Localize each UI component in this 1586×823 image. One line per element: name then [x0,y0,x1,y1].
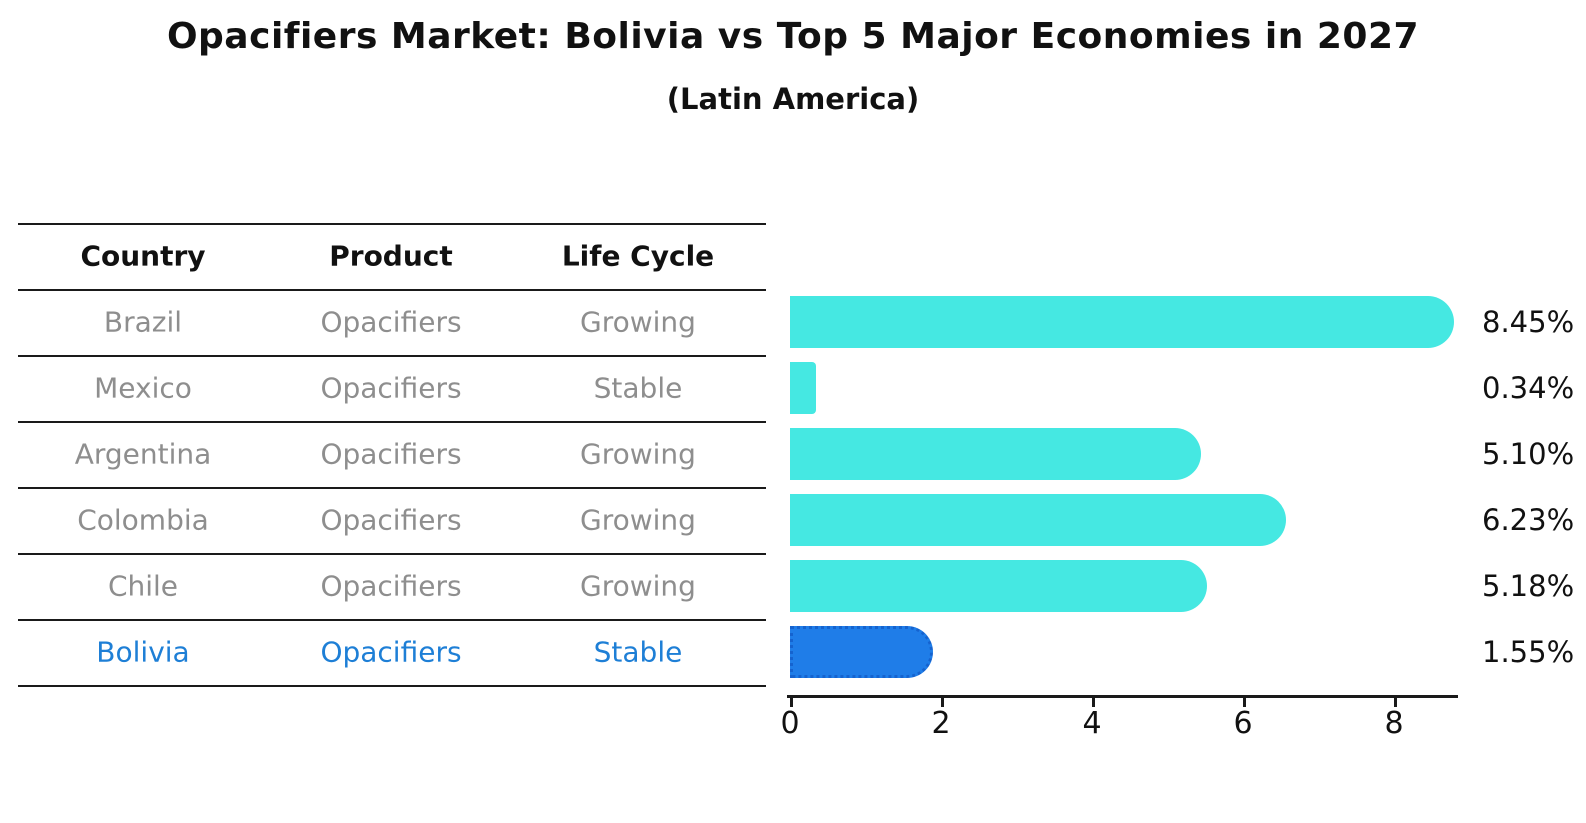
cell-country-colombia: Colombia [77,503,209,537]
cell-product-bolivia: Opacifiers [320,635,462,669]
x-tick-mark-4 [1092,697,1095,707]
table-row-rule [18,685,766,687]
x-tick-label-4: 4 [1082,706,1102,741]
bar-chile [790,560,1208,612]
x-tick-label-2: 2 [931,706,951,741]
cell-product-chile: Opacifiers [320,569,462,603]
cell-product-argentina: Opacifiers [320,437,462,471]
cell-country-bolivia: Bolivia [96,635,190,669]
table-row-rule [18,553,766,555]
chart-title: Opacifiers Market: Bolivia vs Top 5 Majo… [166,16,1420,57]
table-row-rule [18,619,766,621]
bar-brazil [790,296,1454,348]
x-axis-line [787,695,1458,698]
chart-subtitle: (Latin America) [666,82,920,116]
cell-life-cycle-bolivia: Stable [593,635,683,669]
table-header-product: Product [329,239,453,273]
table-header-rule [18,289,766,291]
cell-country-chile: Chile [107,569,179,603]
value-label-chile: 5.18% [1482,569,1575,603]
x-tick-mark-0 [790,697,793,707]
cell-life-cycle-brazil: Growing [580,305,696,339]
value-label-colombia: 6.23% [1482,503,1575,537]
x-tick-mark-2 [941,697,944,707]
bar-mexico [790,362,816,414]
table-row-rule [18,487,766,489]
value-label-mexico: 0.34% [1482,371,1575,405]
cell-country-brazil: Brazil [103,305,183,339]
bar-bolivia [790,626,934,678]
table-header-country: Country [80,239,206,273]
cell-life-cycle-colombia: Growing [580,503,696,537]
cell-life-cycle-argentina: Growing [580,437,696,471]
bar-argentina [790,428,1202,480]
table-top-rule [18,223,766,225]
cell-country-mexico: Mexico [94,371,192,405]
cell-product-brazil: Opacifiers [320,305,462,339]
value-label-bolivia: 1.55% [1482,635,1575,669]
cell-product-colombia: Opacifiers [320,503,462,537]
value-label-argentina: 5.10% [1482,437,1575,471]
x-tick-label-8: 8 [1384,706,1404,741]
cell-life-cycle-mexico: Stable [593,371,683,405]
cell-product-mexico: Opacifiers [320,371,462,405]
cell-life-cycle-chile: Growing [580,569,696,603]
cell-country-argentina: Argentina [74,437,212,471]
x-tick-mark-8 [1394,697,1397,707]
bar-colombia [790,494,1287,546]
x-tick-label-0: 0 [780,706,800,741]
x-tick-label-6: 6 [1233,706,1253,741]
table-header-life-cycle: Life Cycle [561,239,715,273]
table-row-rule [18,421,766,423]
table-row-rule [18,355,766,357]
value-label-brazil: 8.45% [1482,305,1575,339]
x-tick-mark-6 [1243,697,1246,707]
